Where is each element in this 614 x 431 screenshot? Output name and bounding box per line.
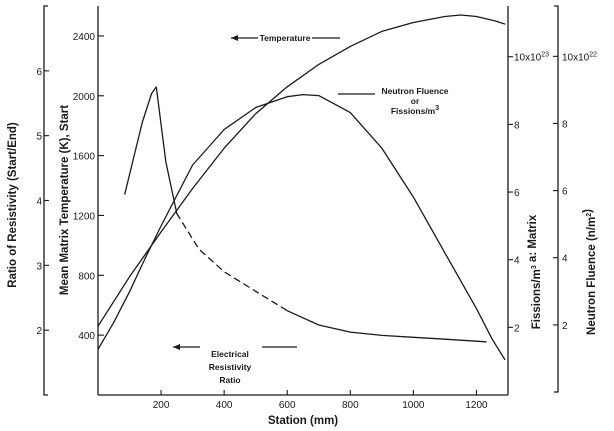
tick-label-fluence: 6 (562, 187, 568, 198)
tick-label-resistivity: 4 (36, 197, 42, 208)
series-line-2-segment-0 (124, 86, 178, 215)
tick-label-fluence: 10x1022 (562, 51, 597, 63)
tick-label-fluence: 2 (562, 321, 568, 332)
series-line-1 (97, 93, 506, 361)
tick-label-temperature: 1200 (73, 211, 96, 222)
tick-label-temperature: 2400 (73, 32, 96, 43)
annotation-resistivity-line3: Ratio (219, 375, 240, 385)
tick-label-temperature: 800 (78, 271, 95, 282)
tick-label-resistivity: 6 (36, 67, 42, 78)
series-line-0 (97, 14, 506, 327)
axis-line-fluence (554, 5, 559, 393)
series-line-2-segment-1 (176, 212, 288, 312)
tick-label-fissions: 2 (514, 323, 520, 334)
axis-title-resistivity: Ratio of Resistivity (Start/End) (7, 122, 19, 288)
annotation-resistivity-arrow-head (173, 344, 180, 350)
annotation-fluence-line3: Fissions/m3 (391, 105, 439, 116)
tick-label-fissions: 8 (514, 120, 520, 131)
tick-label-temperature: 1600 (73, 152, 96, 163)
axis-title-fissions: Fissions/m3 a: Matrix (527, 214, 543, 329)
x-tick-label: 400 (216, 400, 233, 411)
x-tick-label: 200 (153, 400, 170, 411)
x-tick-label: 800 (342, 400, 359, 411)
tick-label-fluence: 8 (562, 119, 568, 130)
annotation-resistivity-line2: Resistivity (209, 362, 252, 372)
axis-title-temperature: Mean Matrix Temperature (K), Start (59, 105, 71, 295)
tick-label-resistivity: 5 (36, 132, 42, 143)
axis-title-fluence: Neutron Fluence (n/m2) (582, 209, 598, 335)
tick-label-fluence: 4 (562, 254, 568, 265)
annotation-temperature: Temperature (260, 33, 311, 43)
x-tick-label: 1200 (465, 400, 488, 411)
x-tick-label: 600 (279, 400, 296, 411)
tick-label-fissions: 4 (514, 256, 520, 267)
x-axis-title: Station (mm) (268, 415, 338, 427)
annotation-fluence-line2: or (411, 96, 420, 106)
x-tick-label: 1000 (402, 400, 425, 411)
annotation-fluence-line1: Neutron Fluence (381, 86, 448, 96)
annotation-temperature-arrow-head (231, 35, 238, 41)
curves (97, 14, 506, 361)
series-line-2-segment-2 (286, 310, 487, 343)
tick-label-fissions: 6 (514, 188, 520, 199)
tick-label-temperature: 400 (78, 331, 95, 342)
axes: 200 400 600 800 1000 1200 Station (mm) 2 3 4 5 6 400… (7, 5, 598, 427)
tick-label-resistivity: 2 (36, 326, 42, 337)
tick-label-temperature: 2000 (73, 92, 96, 103)
annotation-resistivity-line1: Electrical (211, 349, 249, 359)
tick-label-fissions: 10x1023 (514, 52, 549, 64)
tick-label-resistivity: 3 (36, 261, 42, 272)
